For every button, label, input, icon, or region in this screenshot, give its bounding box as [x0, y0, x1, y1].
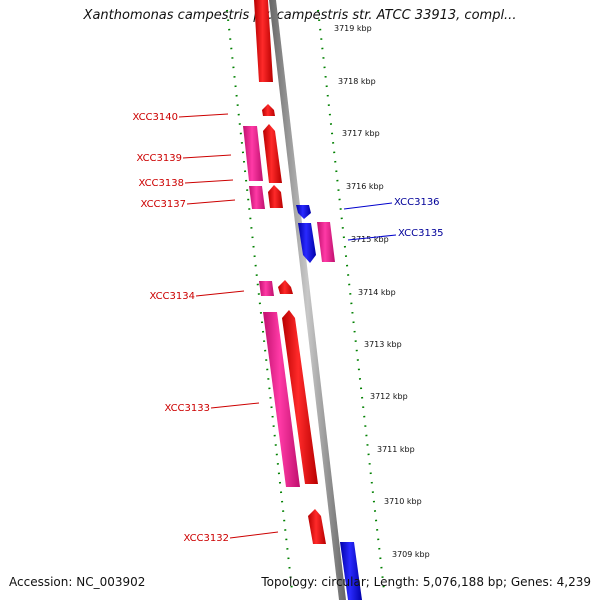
forward-genes	[254, 0, 326, 544]
gene-arrow[interactable]	[296, 205, 311, 219]
gene-label-xcc3134[interactable]: XCC3134	[149, 291, 195, 302]
gene-arrow[interactable]	[298, 223, 316, 263]
gene-label-xcc3136[interactable]: XCC3136	[394, 197, 440, 208]
reverse-cds	[317, 222, 335, 262]
genome-backbone	[269, 0, 346, 600]
gene-arrow[interactable]	[340, 542, 362, 600]
cds-block[interactable]	[249, 186, 265, 209]
forward-cds	[243, 126, 300, 487]
gene-arrow[interactable]	[282, 310, 318, 484]
gene-arrow[interactable]	[308, 509, 326, 544]
topology-text: Topology: circular; Length: 5,076,188 bp…	[261, 575, 591, 589]
gene-label-xcc3138[interactable]: XCC3138	[138, 178, 184, 189]
gene-label-xcc3132[interactable]: XCC3132	[183, 533, 229, 544]
gene-label-xcc3133[interactable]: XCC3133	[164, 403, 210, 414]
kbp-label: 3719 kbp	[334, 24, 372, 33]
forward-gene-labels: XCC3140 XCC3139 XCC3138 XCC3137 XCC3134 …	[132, 112, 279, 544]
gene-arrow[interactable]	[254, 0, 273, 82]
cds-block[interactable]	[317, 222, 335, 262]
kbp-label: 3715 kbp	[351, 235, 389, 244]
kbp-label: 3710 kbp	[384, 497, 422, 506]
cds-block[interactable]	[259, 281, 274, 296]
kbp-label: 3717 kbp	[342, 129, 380, 138]
kbp-label: 3711 kbp	[377, 445, 415, 454]
gene-arrow[interactable]	[278, 280, 293, 294]
reverse-gene-labels: XCC3136 XCC3135	[343, 197, 444, 241]
cds-block[interactable]	[263, 312, 300, 487]
reverse-genes	[296, 205, 362, 600]
map-title: Xanthomonas campestris pv. campestris st…	[83, 8, 517, 23]
kbp-label: 3712 kbp	[370, 392, 408, 401]
gene-arrow[interactable]	[262, 104, 275, 116]
gene-arrow[interactable]	[268, 185, 283, 208]
gene-label-xcc3140[interactable]: XCC3140	[132, 112, 178, 123]
gene-label-xcc3139[interactable]: XCC3139	[136, 153, 182, 164]
kbp-scale: 3719 kbp 3718 kbp 3717 kbp 3716 kbp 3715…	[334, 24, 430, 559]
kbp-label: 3716 kbp	[346, 182, 384, 191]
accession-text: Accession: NC_003902	[9, 575, 146, 589]
kbp-label: 3714 kbp	[358, 288, 396, 297]
gene-label-xcc3137[interactable]: XCC3137	[140, 199, 186, 210]
kbp-label: 3718 kbp	[338, 77, 376, 86]
gene-label-xcc3135[interactable]: XCC3135	[398, 228, 444, 239]
kbp-label: 3709 kbp	[392, 550, 430, 559]
kbp-label: 3713 kbp	[364, 340, 402, 349]
gene-arrow[interactable]	[263, 124, 282, 183]
cds-block[interactable]	[243, 126, 263, 181]
